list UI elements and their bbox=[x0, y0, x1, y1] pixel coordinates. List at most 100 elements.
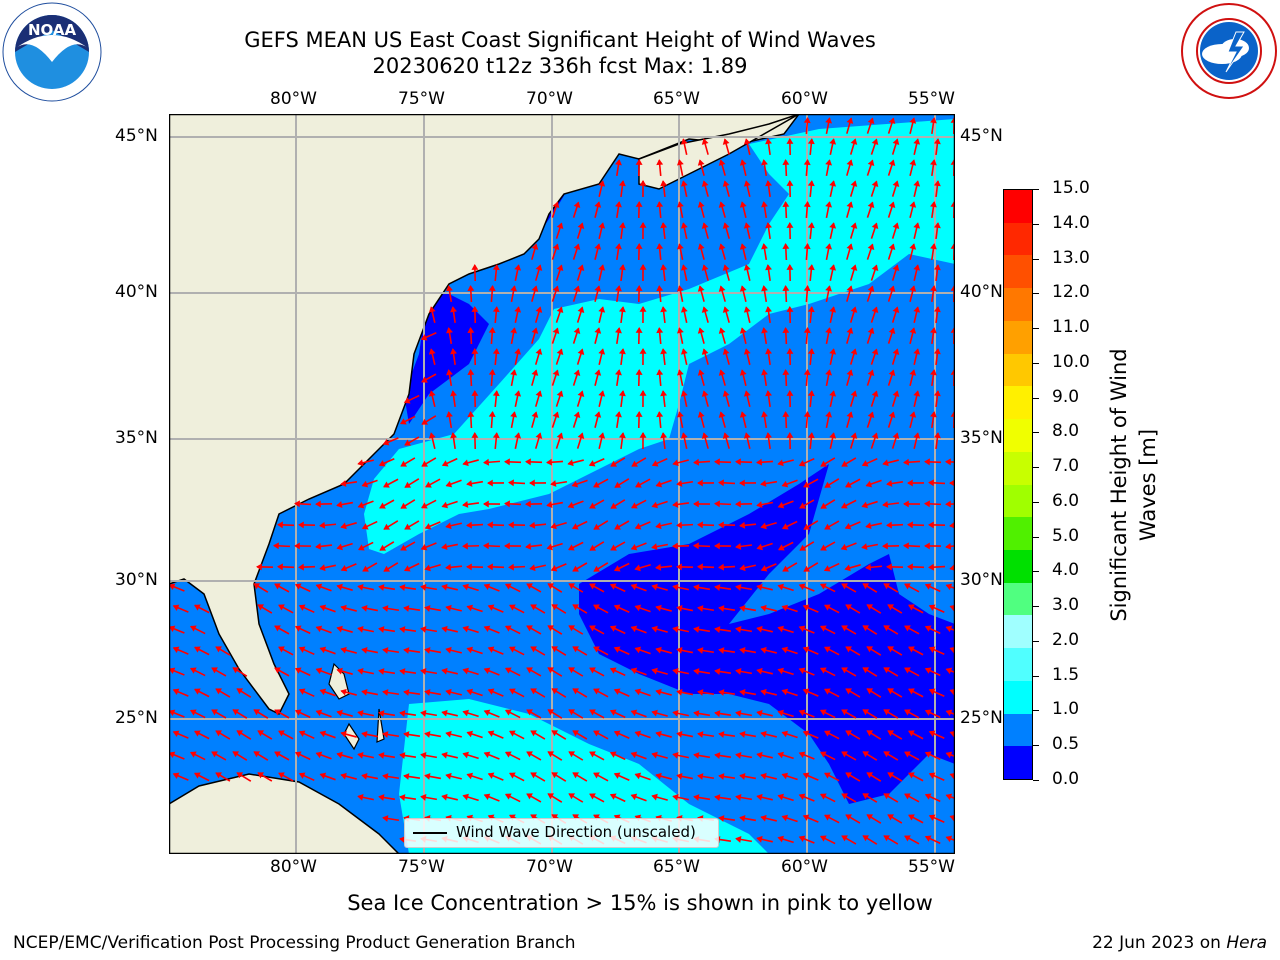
wind-wave-arrowhead bbox=[660, 264, 668, 271]
wind-wave-arrowhead bbox=[462, 459, 469, 467]
wind-wave-arrowhead bbox=[211, 667, 218, 674]
wind-wave-arrowhead bbox=[714, 584, 721, 591]
wind-wave-arrowhead bbox=[614, 481, 622, 488]
wind-wave-arrowhead bbox=[589, 709, 596, 716]
wind-wave-arrowhead bbox=[613, 730, 621, 737]
wind-wave-arrowhead bbox=[930, 411, 937, 418]
wind-wave-arrowhead bbox=[630, 709, 638, 717]
wind-wave-arrowhead bbox=[467, 285, 475, 291]
wind-wave-arrowhead bbox=[743, 306, 751, 313]
wind-wave-arrowhead bbox=[504, 751, 512, 758]
wind-wave-arrowhead bbox=[680, 180, 688, 187]
wind-wave-arrowhead bbox=[466, 646, 474, 654]
wind-wave-arrowhead bbox=[509, 604, 516, 611]
wind-wave-arrowhead bbox=[189, 751, 197, 758]
wind-wave-arrowhead bbox=[777, 793, 784, 801]
wind-wave-arrowhead bbox=[615, 285, 622, 292]
wind-wave-arrowhead bbox=[672, 667, 679, 675]
wind-wave-arrowhead bbox=[655, 688, 662, 696]
wind-wave-arrowhead bbox=[340, 604, 347, 612]
wind-wave-arrowhead bbox=[531, 243, 539, 250]
wind-wave-arrowhead bbox=[676, 730, 683, 738]
wind-wave-arrowhead bbox=[466, 688, 474, 696]
wind-wave-arrowhead bbox=[635, 285, 643, 291]
wind-wave-arrowhead bbox=[782, 201, 790, 207]
wind-wave-arrowhead bbox=[319, 604, 327, 612]
wind-wave-arrowhead bbox=[651, 583, 658, 591]
wind-wave-arrowhead bbox=[701, 264, 709, 271]
wind-wave-arrowhead bbox=[871, 138, 879, 146]
wind-wave-arrowhead bbox=[777, 667, 784, 675]
wind-wave-arrowhead bbox=[378, 460, 386, 467]
wind-wave-arrowhead bbox=[867, 117, 875, 125]
map-frame bbox=[168, 113, 956, 855]
wind-wave-arrowhead bbox=[462, 709, 469, 717]
wind-wave-arrowhead bbox=[399, 668, 406, 675]
wind-wave-arrowhead bbox=[841, 835, 848, 842]
wind-wave-arrowhead bbox=[829, 180, 837, 187]
wind-wave-arrowhead bbox=[509, 688, 516, 695]
wind-wave-arrowhead bbox=[594, 411, 602, 418]
wind-wave-arrowhead bbox=[594, 327, 602, 334]
wind-wave-arrowhead bbox=[487, 646, 495, 653]
wind-wave-arrowhead bbox=[862, 667, 870, 674]
wind-wave-arrowhead bbox=[786, 390, 794, 396]
wind-wave-arrowhead bbox=[556, 264, 564, 272]
wind-wave-arrowhead bbox=[609, 751, 617, 758]
wind-wave-arrowhead bbox=[546, 458, 553, 466]
wind-wave-arrowhead bbox=[735, 626, 742, 633]
wind-wave-arrowhead bbox=[735, 794, 742, 801]
colorbar-tick-label: 1.0 bbox=[1052, 699, 1080, 720]
wind-wave-arrowhead bbox=[509, 772, 516, 779]
wind-wave-arrowhead bbox=[236, 688, 244, 695]
wind-wave-arrowhead bbox=[722, 432, 730, 439]
wind-wave-arrowhead bbox=[400, 460, 407, 467]
colorbar-tick-mark bbox=[1033, 328, 1039, 330]
wind-wave-arrowhead bbox=[403, 605, 410, 612]
wind-wave-arrowhead bbox=[361, 646, 368, 654]
wind-wave-arrowhead bbox=[483, 625, 491, 632]
colorbar-tick-label: 7.0 bbox=[1052, 456, 1080, 477]
wind-wave-arrowhead bbox=[462, 667, 469, 675]
wind-wave-arrowhead bbox=[867, 201, 875, 209]
wind-wave-arrowhead bbox=[760, 604, 767, 612]
wind-wave-arrowhead bbox=[656, 243, 664, 250]
wind-wave-arrowhead bbox=[547, 667, 555, 674]
wind-wave-arrowhead bbox=[743, 180, 751, 187]
wind-wave-arrowhead bbox=[630, 751, 638, 759]
wind-wave-arrowhead bbox=[739, 521, 746, 529]
wind-wave-arrowhead bbox=[887, 688, 895, 695]
wind-wave-arrowhead bbox=[615, 411, 622, 418]
wind-wave-arrowhead bbox=[551, 688, 559, 695]
wind-wave-arrowhead bbox=[635, 243, 643, 249]
wind-wave-arrowhead bbox=[315, 667, 323, 675]
wind-wave-arrowhead bbox=[862, 625, 870, 632]
wind-wave-arrowhead bbox=[319, 646, 327, 654]
wind-wave-arrowhead bbox=[887, 604, 895, 611]
colorbar-tick-label: 9.0 bbox=[1052, 386, 1080, 407]
wind-wave-arrowhead bbox=[739, 689, 746, 696]
wind-wave-arrowhead bbox=[634, 604, 642, 612]
wind-wave-arrowhead bbox=[441, 501, 449, 509]
wind-wave-arrowhead bbox=[556, 222, 564, 230]
wind-wave-arrowhead bbox=[735, 668, 742, 675]
wind-wave-arrowhead bbox=[504, 625, 512, 632]
wind-wave-arrowhead bbox=[760, 565, 768, 572]
wind-wave-arrowhead bbox=[382, 647, 389, 654]
wind-wave-arrowhead bbox=[907, 521, 913, 529]
wind-wave-arrowhead bbox=[778, 544, 785, 551]
wind-wave-arrowhead bbox=[714, 710, 721, 717]
wind-wave-arrowhead bbox=[676, 604, 683, 612]
wind-wave-arrowhead bbox=[420, 794, 427, 801]
wind-wave-arrowhead bbox=[714, 794, 721, 801]
wind-wave-arrowhead bbox=[630, 625, 638, 633]
wind-wave-arrowhead bbox=[420, 584, 427, 591]
wind-wave-arrowhead bbox=[904, 583, 911, 590]
wind-wave-arrowhead bbox=[609, 667, 617, 674]
wind-wave-arrowhead bbox=[441, 667, 448, 675]
wind-wave-arrowhead bbox=[483, 458, 490, 466]
wind-wave-arrowhead bbox=[550, 522, 557, 530]
wind-wave-arrowhead bbox=[803, 565, 811, 572]
colorbar-tick-mark bbox=[1033, 432, 1039, 434]
wind-wave-arrowhead bbox=[428, 348, 436, 355]
